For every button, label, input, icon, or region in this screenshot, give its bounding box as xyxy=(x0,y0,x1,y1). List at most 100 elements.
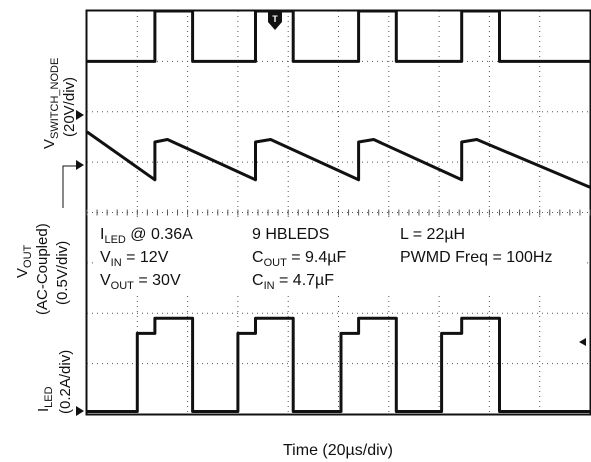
annotation-cin-main: C xyxy=(252,272,264,289)
trace-point-V_OUT xyxy=(86,131,88,133)
annotation-inductor-main: L = 22µH xyxy=(400,226,465,243)
trace-point-V_SWITCH_NODE xyxy=(254,10,257,12)
trace-point-I_LED xyxy=(340,410,342,413)
annotation-iled-avg-rest: @ 0.36A xyxy=(126,226,193,243)
annotation-hbleds: 9 HBLEDS xyxy=(252,226,329,243)
trace-point-I_LED xyxy=(292,317,295,320)
vout-ground-arrow xyxy=(76,160,84,170)
trace-point-I_LED xyxy=(154,317,156,320)
annotation-cout: COUT = 9.4µF xyxy=(252,249,346,269)
trace-point-I_LED xyxy=(498,317,501,320)
trace-point-V_SWITCH_NODE xyxy=(254,60,257,63)
trace-point-V_OUT xyxy=(476,138,478,141)
trace-point-I_LED xyxy=(440,410,443,413)
iled-label-main: I xyxy=(35,408,52,412)
switch-node-scale: (20V/div) xyxy=(61,77,78,137)
trace-point-I_LED xyxy=(340,332,342,335)
trace-point-I_LED xyxy=(136,410,139,413)
trigger-marker-label: T xyxy=(272,14,278,24)
switch-node-label-main: V xyxy=(41,139,58,149)
trace-point-V_OUT xyxy=(154,178,156,181)
trace-point-V_SWITCH_NODE xyxy=(498,10,501,12)
trace-point-V_SWITCH_NODE xyxy=(86,60,88,63)
trace-point-I_LED xyxy=(254,332,257,335)
trace-point-I_LED xyxy=(589,410,591,413)
trace-point-I_LED xyxy=(440,332,443,335)
vout-label-sub: OUT xyxy=(22,244,34,268)
annotation-vout-sub: OUT xyxy=(111,280,135,292)
trace-point-I_LED xyxy=(154,332,156,335)
annotation-block: ILED @ 0.36A VIN = 12V VOUT = 30V 9 HBLE… xyxy=(95,217,585,295)
annotation-iled-avg-main: I xyxy=(100,226,104,243)
trace-point-V_SWITCH_NODE xyxy=(498,60,501,63)
annotation-pwmd-freq-main: PWMD Freq = 100Hz xyxy=(400,249,552,266)
trace-point-V_SWITCH_NODE xyxy=(460,60,463,63)
trace-point-V_SWITCH_NODE xyxy=(357,60,360,63)
trace-point-V_SWITCH_NODE xyxy=(395,10,398,12)
annotation-pwmd-freq: PWMD Freq = 100Hz xyxy=(400,249,552,266)
annotation-iled-avg: ILED @ 0.36A xyxy=(100,226,193,246)
annotation-cout-sub: OUT xyxy=(264,257,288,269)
annotation-cout-rest: = 9.4µF xyxy=(287,249,347,266)
trace-point-V_SWITCH_NODE xyxy=(191,60,194,63)
vout-scale: (0.5V/div) xyxy=(54,241,71,305)
annotation-vin: VIN = 12V xyxy=(100,249,169,269)
trace-point-V_SWITCH_NODE xyxy=(357,10,360,12)
iled-label-sub: LED xyxy=(43,386,55,407)
trace-point-V_SWITCH_NODE xyxy=(460,10,463,12)
vout-scale-coupling: (AC-Coupled) xyxy=(34,223,51,315)
vout-label: VOUT xyxy=(14,244,34,278)
annotation-cout-main: C xyxy=(252,249,264,266)
trace-point-I_LED xyxy=(237,410,239,413)
trace-point-V_SWITCH_NODE xyxy=(191,10,194,12)
trace-V_SWITCH_NODE xyxy=(87,9,590,63)
trace-point-I_LED xyxy=(191,317,194,320)
annotation-hbleds-main: 9 HBLEDS xyxy=(252,226,329,243)
trace-point-V_OUT xyxy=(154,141,156,143)
annotation-vin-rest: = 12V xyxy=(122,249,169,266)
annotation-vout-main: V xyxy=(100,272,111,289)
trigger-level-arrow xyxy=(579,338,586,346)
vout-label-main: V xyxy=(14,268,31,278)
annotation-inductor: L = 22µH xyxy=(400,226,465,243)
trace-point-V_OUT xyxy=(166,138,169,141)
trace-point-I_LED xyxy=(191,410,194,413)
trace-point-I_LED xyxy=(254,317,257,320)
annotation-vout-rest: = 30V xyxy=(134,272,181,289)
switch-node-ground-arrow xyxy=(76,110,84,120)
trace-point-V_SWITCH_NODE xyxy=(154,60,156,63)
trace-point-V_OUT xyxy=(269,138,272,141)
annotation-vout: VOUT = 30V xyxy=(100,272,181,292)
annotation-cin-sub: IN xyxy=(264,280,275,292)
trace-point-V_OUT xyxy=(372,138,375,141)
trace-point-I_LED xyxy=(395,317,398,320)
annotation-cin: CIN = 4.7µF xyxy=(252,272,334,292)
traces xyxy=(86,9,591,413)
trace-point-V_SWITCH_NODE xyxy=(589,60,591,63)
annotation-iled-avg-sub: LED xyxy=(104,234,125,246)
trace-V_OUT xyxy=(86,130,591,189)
trace-point-V_OUT xyxy=(357,178,360,181)
annotation-vin-sub: IN xyxy=(111,257,122,269)
trace-point-V_SWITCH_NODE xyxy=(154,10,156,12)
annotation-cin-rest: = 4.7µF xyxy=(275,272,335,289)
trace-point-I_LED xyxy=(395,410,398,413)
trace-point-I_LED xyxy=(460,317,463,320)
trace-point-V_OUT xyxy=(460,141,463,143)
iled-label: ILED xyxy=(35,386,55,412)
trace-point-V_SWITCH_NODE xyxy=(292,10,295,12)
trace-point-I_LED xyxy=(86,410,88,413)
trace-point-V_OUT xyxy=(589,186,591,189)
trace-point-V_OUT xyxy=(460,178,463,181)
trace-point-I_LED xyxy=(237,332,239,335)
trace-point-V_SWITCH_NODE xyxy=(292,60,295,63)
vout-label-leader xyxy=(62,165,80,208)
trace-point-V_OUT xyxy=(357,141,360,143)
annotation-vin-main: V xyxy=(100,249,111,266)
trace-point-I_LED xyxy=(357,317,360,320)
trace-point-I_LED xyxy=(136,332,139,335)
trace-point-I_LED xyxy=(498,410,501,413)
trace-point-I_LED xyxy=(460,332,463,335)
iled-ground-arrow xyxy=(76,406,84,416)
